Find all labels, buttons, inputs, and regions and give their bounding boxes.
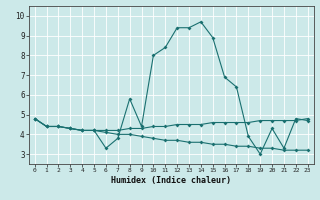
X-axis label: Humidex (Indice chaleur): Humidex (Indice chaleur) (111, 176, 231, 185)
